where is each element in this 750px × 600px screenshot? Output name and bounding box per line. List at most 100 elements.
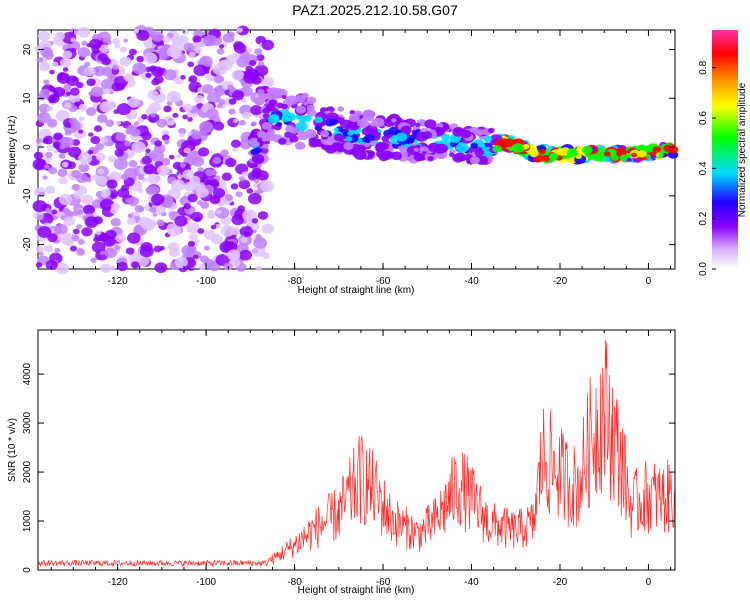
heatmap-cell <box>492 145 502 153</box>
heatmap-cell <box>111 82 122 92</box>
heatmap-cell <box>44 164 50 169</box>
x-tick-label: -40 <box>464 276 479 287</box>
heatmap-cell <box>95 142 105 151</box>
heatmap-cell <box>48 93 60 104</box>
heatmap-cell <box>304 128 317 139</box>
heatmap-cell <box>205 168 214 176</box>
heatmap-cell <box>161 134 170 141</box>
heatmap-cell <box>253 96 266 106</box>
heatmap-cell <box>205 39 212 45</box>
heatmap-cell <box>187 240 196 247</box>
heatmap-cell <box>109 74 115 79</box>
heatmap-cell <box>459 156 466 162</box>
heatmap-cell <box>197 228 205 234</box>
heatmap-cell <box>72 228 80 235</box>
heatmap-cell <box>237 205 245 212</box>
heatmap-cell <box>187 61 195 68</box>
heatmap-cell <box>349 110 356 115</box>
heatmap-cell <box>260 76 275 89</box>
heatmap-cell <box>136 255 150 267</box>
heatmap-cell <box>110 217 121 227</box>
heatmap-cell <box>70 121 82 131</box>
heatmap-cell <box>81 40 88 46</box>
heatmap-cell <box>356 120 366 127</box>
heatmap-cell <box>183 147 191 154</box>
heatmap-cell <box>179 132 185 138</box>
heatmap-cell <box>255 266 262 272</box>
heatmap-cell <box>89 38 102 50</box>
heatmap-cell <box>46 144 54 152</box>
heatmap-cell <box>68 93 81 104</box>
heatmap-cell <box>193 254 199 259</box>
heatmap-cell <box>68 146 82 158</box>
heatmap-cell <box>278 137 287 145</box>
x-tick-label: 0 <box>646 577 652 588</box>
heatmap-cell <box>98 233 110 243</box>
heatmap-cell <box>232 147 238 152</box>
heatmap-cell <box>177 174 183 180</box>
heatmap-cell <box>400 125 412 135</box>
y-tick-label: 2000 <box>22 460 33 483</box>
heatmap-cell <box>200 201 209 209</box>
heatmap-cell <box>172 161 182 170</box>
heatmap-cell <box>82 204 96 215</box>
heatmap-cell <box>40 47 53 58</box>
heatmap-cell <box>197 167 204 173</box>
heatmap-cell <box>213 75 225 84</box>
heatmap-cell <box>250 148 259 156</box>
heatmap-cell <box>231 90 245 101</box>
heatmap-cell <box>93 125 103 133</box>
heatmap-cell <box>168 120 175 126</box>
heatmap-cell <box>233 118 239 124</box>
colorbar-tick-label: 0.6 <box>698 111 709 125</box>
heatmap-cell <box>199 121 214 133</box>
colorbar-tick-label: 0.0 <box>698 262 709 276</box>
heatmap-cell <box>187 193 198 203</box>
heatmap-cell <box>455 142 469 153</box>
heatmap-cell <box>284 112 296 122</box>
heatmap-cell <box>63 216 75 227</box>
heatmap-cell <box>96 152 106 162</box>
heatmap-cell <box>261 121 272 130</box>
heatmap-cell <box>71 139 81 146</box>
heatmap-cell <box>69 245 78 252</box>
heatmap-cell <box>230 139 241 148</box>
heatmap-cell <box>58 153 66 159</box>
heatmap-cell <box>145 72 152 78</box>
heatmap-cell <box>280 103 288 110</box>
heatmap-cell <box>253 178 260 184</box>
heatmap-cell <box>448 152 455 158</box>
y-tick-label: -20 <box>22 237 33 252</box>
heatmap-cell <box>231 214 245 226</box>
heatmap-cell <box>81 194 94 205</box>
heatmap-cell <box>217 98 226 106</box>
heatmap-cell <box>36 56 44 63</box>
heatmap-cell <box>281 95 287 100</box>
snr-ylabel: SNR (10 * v/v) <box>7 418 18 482</box>
heatmap-cell <box>91 199 103 209</box>
heatmap-cell <box>77 26 91 38</box>
heatmap-cell <box>548 152 559 161</box>
heatmap-cell <box>128 160 138 168</box>
heatmap-cell <box>61 136 70 145</box>
x-tick-label: -60 <box>376 276 391 287</box>
heatmap-cell <box>251 154 265 164</box>
heatmap-cell <box>203 245 210 251</box>
heatmap-cell <box>145 186 156 195</box>
heatmap-cell <box>387 152 395 158</box>
heatmap-cell <box>302 101 309 106</box>
heatmap-cell <box>365 124 378 134</box>
heatmap-cell <box>650 154 657 160</box>
y-tick-label: 0 <box>22 144 33 150</box>
heatmap-cell <box>36 143 43 149</box>
heatmap-cell <box>246 47 253 53</box>
heatmap-cell <box>369 140 377 147</box>
heatmap-cell <box>55 262 70 275</box>
heatmap-cell <box>139 245 154 258</box>
heatmap-cell <box>58 176 68 185</box>
heatmap-cell <box>652 146 661 153</box>
heatmap-cell <box>37 30 51 42</box>
heatmap-cell <box>58 193 73 206</box>
heatmap-cell <box>45 207 51 213</box>
